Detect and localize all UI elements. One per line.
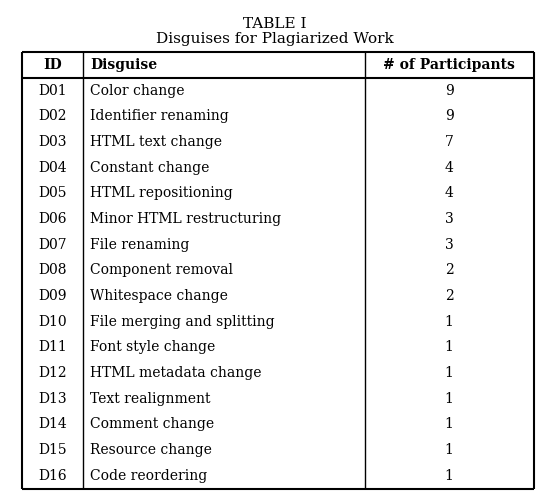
Text: Code reordering: Code reordering bbox=[90, 469, 207, 483]
Text: D09: D09 bbox=[39, 289, 67, 303]
Text: Font style change: Font style change bbox=[90, 340, 215, 354]
Text: 1: 1 bbox=[444, 469, 454, 483]
Text: 1: 1 bbox=[444, 366, 454, 380]
Text: 4: 4 bbox=[444, 161, 454, 175]
Text: HTML repositioning: HTML repositioning bbox=[90, 186, 233, 200]
Text: D03: D03 bbox=[39, 135, 67, 149]
Text: 1: 1 bbox=[444, 417, 454, 432]
Text: D01: D01 bbox=[39, 84, 67, 98]
Text: Comment change: Comment change bbox=[90, 417, 214, 432]
Text: D11: D11 bbox=[39, 340, 67, 354]
Text: Identifier renaming: Identifier renaming bbox=[90, 109, 229, 124]
Text: # of Participants: # of Participants bbox=[383, 58, 515, 72]
Text: Constant change: Constant change bbox=[90, 161, 210, 175]
Text: Minor HTML restructuring: Minor HTML restructuring bbox=[90, 212, 281, 226]
Text: D12: D12 bbox=[39, 366, 67, 380]
Text: 3: 3 bbox=[445, 212, 454, 226]
Text: D10: D10 bbox=[39, 314, 67, 329]
Text: 1: 1 bbox=[444, 392, 454, 406]
Text: Resource change: Resource change bbox=[90, 443, 212, 457]
Text: 1: 1 bbox=[444, 314, 454, 329]
Text: D07: D07 bbox=[39, 238, 67, 251]
Text: Whitespace change: Whitespace change bbox=[90, 289, 228, 303]
Text: HTML metadata change: HTML metadata change bbox=[90, 366, 261, 380]
Text: Color change: Color change bbox=[90, 84, 184, 98]
Text: D06: D06 bbox=[39, 212, 67, 226]
Text: D13: D13 bbox=[39, 392, 67, 406]
Text: HTML text change: HTML text change bbox=[90, 135, 222, 149]
Text: D05: D05 bbox=[39, 186, 67, 200]
Text: 9: 9 bbox=[445, 109, 454, 124]
Text: D04: D04 bbox=[39, 161, 67, 175]
Text: 4: 4 bbox=[444, 186, 454, 200]
Text: 1: 1 bbox=[444, 340, 454, 354]
Text: 7: 7 bbox=[444, 135, 454, 149]
Text: D15: D15 bbox=[39, 443, 67, 457]
Text: 9: 9 bbox=[445, 84, 454, 98]
Text: Text realignment: Text realignment bbox=[90, 392, 211, 406]
Text: D16: D16 bbox=[39, 469, 67, 483]
Text: D02: D02 bbox=[39, 109, 67, 124]
Text: File merging and splitting: File merging and splitting bbox=[90, 314, 274, 329]
Text: 1: 1 bbox=[444, 443, 454, 457]
Text: 2: 2 bbox=[445, 289, 454, 303]
Text: D14: D14 bbox=[39, 417, 67, 432]
Text: ID: ID bbox=[43, 58, 62, 72]
Text: File renaming: File renaming bbox=[90, 238, 189, 251]
Text: Disguises for Plagiarized Work: Disguises for Plagiarized Work bbox=[156, 32, 394, 46]
Text: Disguise: Disguise bbox=[90, 58, 157, 72]
Text: Component removal: Component removal bbox=[90, 263, 233, 277]
Text: 2: 2 bbox=[445, 263, 454, 277]
Text: TABLE I: TABLE I bbox=[243, 17, 307, 31]
Text: D08: D08 bbox=[39, 263, 67, 277]
Text: 3: 3 bbox=[445, 238, 454, 251]
